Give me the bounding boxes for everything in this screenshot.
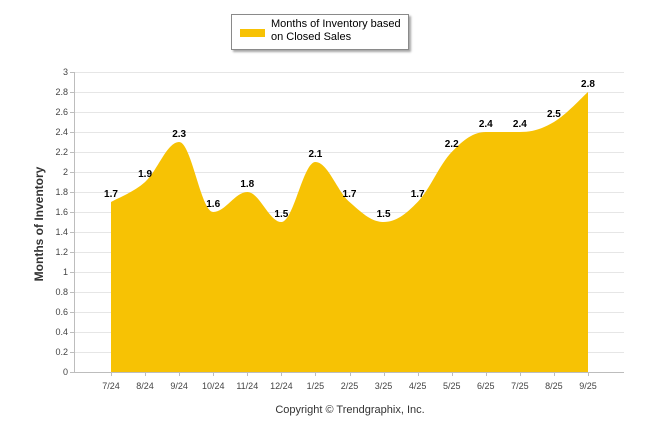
y-axis-tick-labels: 0 0.2 0.4 0.6 0.8 1 1.2 1.4 1.6 1.8 2 2.2 2.4 2.6 2.8 3 [55,67,68,377]
area-series [109,90,591,372]
data-point-12-24[interactable] [279,220,284,225]
x-tick-label: 8/24 [136,381,154,391]
data-point-3-25[interactable] [381,220,386,225]
y-tick-label: 0.8 [55,287,68,297]
data-point-8-24[interactable] [143,180,148,185]
y-axis-title: Months of Inventory [32,166,46,281]
chart-legend[interactable]: Months of Inventory based on Closed Sale… [231,14,409,50]
data-label: 1.7 [104,189,118,200]
data-label: 2.1 [308,149,322,160]
x-tick-label: 10/24 [202,381,225,391]
x-tick-label: 7/25 [511,381,529,391]
data-point-11-24[interactable] [245,190,250,195]
axes [70,72,624,376]
x-tick-label: 1/25 [307,381,325,391]
data-label: 1.7 [343,189,357,200]
y-tick-label: 2.4 [55,127,68,137]
y-tick-label: 1 [63,267,68,277]
y-tick-label: 0 [63,367,68,377]
data-label: 1.7 [411,189,425,200]
data-label: 1.5 [377,209,391,220]
copyright-footer: Copyright © Trendgraphix, Inc. [275,404,424,416]
y-tick-label: 3 [63,67,68,77]
x-tick-label: 7/24 [102,381,120,391]
data-point-9-24[interactable] [177,140,182,145]
data-point-10-24[interactable] [211,210,216,215]
y-tick-label: 2.6 [55,107,68,117]
data-point-2-25[interactable] [347,200,352,205]
data-point-5-25[interactable] [449,150,454,155]
x-tick-label: 9/24 [170,381,188,391]
data-point-8-25[interactable] [551,120,556,125]
y-tick-label: 1.8 [55,187,68,197]
data-label: 2.5 [547,109,561,120]
y-tick-label: 2.2 [55,147,68,157]
data-label: 1.8 [240,179,254,190]
data-label: 1.9 [138,169,152,180]
legend-swatch [240,29,265,37]
data-label: 2.3 [172,129,186,140]
y-tick-label: 0.2 [55,347,68,357]
data-label: 2.4 [513,119,527,130]
y-tick-label: 2.8 [55,87,68,97]
x-tick-label: 11/24 [236,381,258,391]
area-series-months-of-inventory[interactable] [111,92,588,372]
data-point-9-25[interactable] [586,90,591,95]
x-tick-label: 2/25 [341,381,359,391]
legend-label: Months of Inventory based on Closed Sale… [271,18,401,43]
x-tick-label: 4/25 [409,381,427,391]
x-tick-label: 12/24 [270,381,293,391]
y-tick-label: 1.2 [55,247,68,257]
y-tick-label: 0.6 [55,307,68,317]
data-label: 1.6 [206,199,220,210]
data-point-1-25[interactable] [313,160,318,165]
data-label: 2.2 [445,139,459,150]
data-label: 1.5 [274,209,288,220]
data-label: 2.4 [479,119,493,130]
data-label: 2.8 [581,79,595,90]
y-tick-label: 2 [63,167,68,177]
x-tick-label: 3/25 [375,381,393,391]
x-tick-label: 6/25 [477,381,495,391]
x-axis-tick-labels: 7/24 8/24 9/24 10/24 11/24 12/24 1/25 2/25 3/25 4… [102,381,597,391]
data-point-4-25[interactable] [415,200,420,205]
data-point-7-25[interactable] [517,130,522,135]
y-tick-label: 1.4 [55,227,68,237]
x-tick-label: 9/25 [579,381,597,391]
data-point-7-24[interactable] [109,200,114,205]
y-tick-label: 0.4 [55,327,68,337]
y-tick-label: 1.6 [55,207,68,217]
x-tick-label: 5/25 [443,381,461,391]
x-tick-label: 8/25 [545,381,563,391]
data-labels: 1.7 1.9 2.3 1.6 1.8 1.5 2.1 1.7 1.5 1.7 2.2 2.4 2.4 2… [104,79,595,220]
data-point-6-25[interactable] [483,130,488,135]
